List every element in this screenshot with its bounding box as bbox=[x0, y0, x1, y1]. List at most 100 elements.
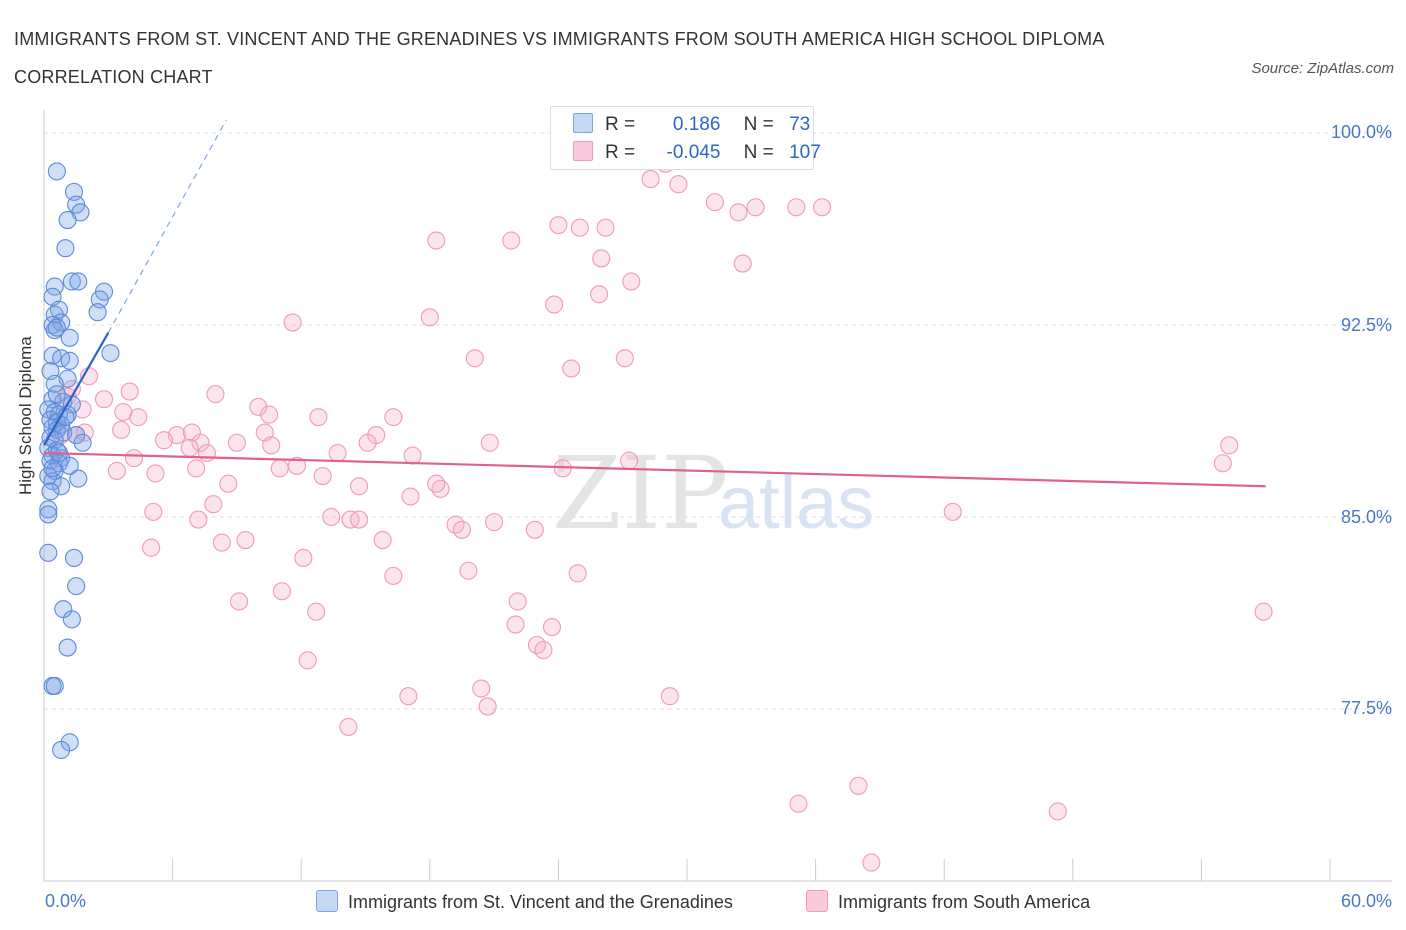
data-point-st-vincent bbox=[47, 318, 66, 337]
y-tick-label: 85.0% bbox=[1340, 507, 1392, 527]
data-point-south-america bbox=[472, 679, 491, 698]
data-point-south-america bbox=[729, 203, 748, 222]
data-point-south-america bbox=[180, 438, 199, 457]
data-point-south-america bbox=[309, 408, 328, 427]
data-point-south-america bbox=[339, 717, 358, 736]
data-point-south-america bbox=[236, 530, 255, 550]
data-point-south-america bbox=[427, 231, 446, 250]
data-point-south-america bbox=[358, 433, 377, 452]
data-point-st-vincent bbox=[64, 548, 84, 568]
data-point-south-america bbox=[328, 443, 347, 463]
data-point-south-america bbox=[94, 390, 114, 409]
data-point-south-america bbox=[403, 446, 422, 465]
data-point-st-vincent bbox=[39, 505, 58, 524]
data-point-south-america bbox=[270, 459, 289, 478]
r-value: 0.186 bbox=[672, 114, 721, 135]
data-point-south-america bbox=[120, 382, 139, 401]
data-point-st-vincent bbox=[43, 459, 62, 478]
n-label: N = bbox=[743, 142, 774, 163]
r-value: -0.045 bbox=[666, 142, 721, 163]
data-point-south-america bbox=[459, 561, 478, 580]
data-point-south-america bbox=[733, 254, 752, 273]
data-point-south-america bbox=[1220, 436, 1239, 455]
data-point-south-america bbox=[322, 507, 341, 527]
data-point-south-america bbox=[615, 349, 634, 368]
data-point-south-america bbox=[849, 776, 868, 795]
data-point-south-america bbox=[262, 436, 281, 455]
y-tick-label: 92.5% bbox=[1340, 315, 1392, 335]
data-point-south-america bbox=[283, 313, 302, 332]
legend-row-series1: R = 0.186 N = 73 bbox=[573, 113, 810, 137]
data-point-south-america bbox=[191, 433, 210, 452]
r-label: R = bbox=[605, 142, 636, 163]
data-point-south-america bbox=[562, 359, 581, 378]
data-point-south-america bbox=[549, 216, 568, 235]
data-point-st-vincent bbox=[58, 210, 77, 230]
data-point-st-vincent bbox=[45, 321, 64, 340]
data-point-st-vincent bbox=[52, 740, 71, 760]
data-point-south-america bbox=[287, 456, 306, 475]
legend-swatch-blue bbox=[573, 113, 593, 133]
data-point-south-america bbox=[107, 461, 126, 480]
data-point-st-vincent bbox=[69, 469, 88, 488]
n-value: 107 bbox=[789, 142, 821, 163]
y-tick-label: 77.5% bbox=[1340, 698, 1392, 718]
grid-lines bbox=[44, 132, 1392, 710]
bottom-legend-swatch-pink bbox=[806, 890, 828, 912]
bottom-legend-label: Immigrants from St. Vincent and the Gren… bbox=[348, 892, 733, 912]
data-point-south-america bbox=[590, 285, 609, 304]
bottom-legend-series2: Immigrants from South America bbox=[806, 890, 1090, 913]
data-point-st-vincent bbox=[60, 328, 79, 347]
series-st-vincent-points bbox=[39, 162, 120, 760]
data-point-st-vincent bbox=[45, 676, 64, 696]
data-point-south-america bbox=[384, 566, 403, 585]
data-point-south-america bbox=[204, 495, 223, 514]
chart-title: IMMIGRANTS FROM ST. VINCENT AND THE GREN… bbox=[14, 29, 1104, 87]
legend-row-series2: R = -0.045 N = 107 bbox=[573, 141, 821, 165]
data-point-south-america bbox=[545, 295, 564, 314]
trend-line-st-vincent-extension bbox=[107, 119, 227, 333]
data-point-south-america bbox=[789, 794, 808, 813]
data-point-south-america bbox=[129, 408, 148, 427]
data-point-south-america bbox=[146, 464, 165, 483]
data-point-south-america bbox=[229, 592, 249, 611]
data-point-south-america bbox=[187, 459, 206, 478]
bottom-legend-swatch-blue bbox=[316, 890, 338, 912]
data-point-south-america bbox=[142, 538, 161, 557]
data-point-south-america bbox=[272, 582, 291, 601]
data-point-south-america bbox=[592, 249, 611, 268]
data-point-st-vincent bbox=[62, 610, 81, 629]
data-point-south-america bbox=[485, 513, 504, 532]
data-point-st-vincent bbox=[39, 543, 58, 562]
n-label: N = bbox=[743, 114, 774, 135]
data-point-st-vincent bbox=[88, 303, 107, 322]
data-point-st-vincent bbox=[69, 272, 88, 291]
source-label: Source: ZipAtlas.com bbox=[1251, 60, 1394, 77]
data-point-south-america bbox=[307, 602, 326, 621]
data-point-south-america bbox=[570, 218, 589, 237]
data-point-south-america bbox=[212, 533, 231, 552]
data-point-south-america bbox=[313, 466, 332, 486]
data-point-south-america bbox=[401, 487, 420, 506]
trend-lines bbox=[43, 119, 1266, 488]
data-point-st-vincent bbox=[47, 385, 66, 404]
data-point-south-america bbox=[452, 520, 472, 539]
x-tick-label-min: 0.0% bbox=[45, 891, 87, 911]
data-point-st-vincent bbox=[52, 477, 71, 496]
data-point-st-vincent bbox=[101, 344, 120, 363]
data-point-st-vincent bbox=[39, 500, 58, 519]
data-point-south-america bbox=[596, 218, 615, 237]
data-point-south-america bbox=[197, 443, 216, 463]
data-point-st-vincent bbox=[67, 426, 86, 445]
data-point-st-vincent bbox=[60, 351, 79, 370]
data-point-south-america bbox=[144, 502, 163, 521]
data-point-south-america bbox=[620, 451, 639, 470]
bottom-legend-series1: Immigrants from St. Vincent and the Gren… bbox=[316, 890, 733, 913]
data-point-south-america bbox=[1048, 802, 1067, 821]
data-point-south-america bbox=[705, 193, 724, 212]
data-point-south-america bbox=[189, 510, 208, 529]
trend-line-st-vincent bbox=[43, 332, 110, 446]
data-point-south-america bbox=[373, 530, 392, 550]
data-point-south-america bbox=[508, 592, 527, 611]
